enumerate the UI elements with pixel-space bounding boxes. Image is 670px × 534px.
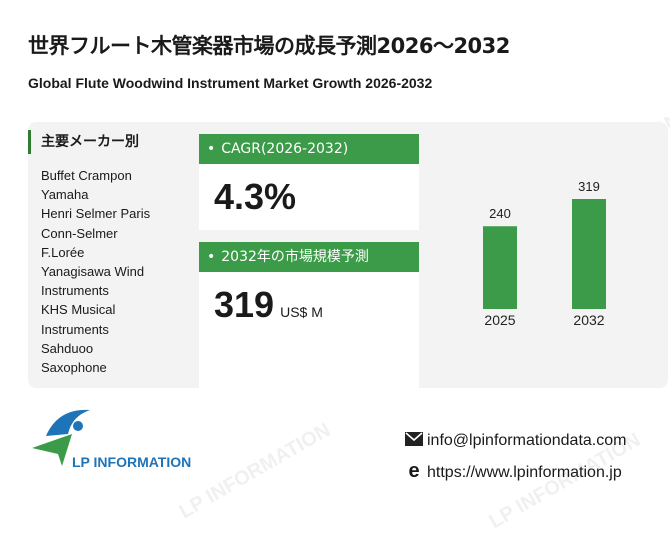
bullet-icon: •: [207, 249, 216, 265]
cagr-header: • CAGR(2026-2032): [199, 134, 419, 164]
cagr-card: [199, 164, 419, 230]
lp-information-logo: LP INFORMATION: [28, 404, 203, 478]
company-item: KHS Musical: [41, 302, 116, 318]
mail-icon: [405, 432, 423, 450]
company-item: Instruments: [41, 283, 109, 299]
bar-2025: [483, 226, 517, 309]
company-item: Saxophone: [41, 360, 107, 376]
email-text[interactable]: info@lpinformationdata.com: [427, 432, 627, 449]
website-text[interactable]: https://www.lpinformation.jp: [427, 464, 622, 481]
company-item: Yanagisawa Wind: [41, 264, 145, 280]
page-title: 世界フルート木管楽器市場の成長予測2026～2032: [28, 34, 510, 58]
company-item: Buffet Crampon: [41, 168, 132, 183]
company-item: Yamaha: [41, 187, 89, 203]
cagr-label: CAGR(2026-2032): [221, 141, 349, 157]
data-label: 240: [489, 206, 511, 221]
company-item: Conn-Selmer: [41, 225, 118, 241]
company-item: Instruments: [41, 321, 109, 337]
category-label: 2025: [484, 312, 515, 328]
logo-text: LP INFORMATION: [72, 454, 191, 470]
bar-chart: 240 2025 319 2032: [483, 179, 606, 328]
bullet-icon: •: [207, 141, 216, 157]
market-size-unit: US$ M: [280, 304, 323, 320]
market-size-value: 319 US$ M: [214, 284, 323, 326]
page-subtitle: Global Flute Woodwind Instrument Market …: [28, 75, 433, 91]
data-label: 319: [578, 179, 600, 194]
company-item: Henri Selmer Paris: [41, 206, 151, 222]
cagr-value: 4.3%: [214, 176, 297, 217]
contact-website[interactable]: e https://www.lpinformation.jp: [405, 460, 622, 483]
contact-email[interactable]: info@lpinformationdata.com: [405, 432, 626, 450]
market-size-header: • 2032年の市場規模予測: [199, 242, 419, 272]
companies-heading: 主要メーカー別: [28, 130, 139, 154]
browser-icon: e: [408, 460, 420, 482]
market-size-label: 2032年の市場規模予測: [221, 249, 369, 265]
company-item: F.Lorée: [41, 244, 85, 260]
company-list: Buffet Crampon Yamaha Henri Selmer Paris…: [41, 166, 191, 377]
company-item: Sahduoo: [41, 340, 94, 356]
logo-mark-icon: LP INFORMATION: [32, 409, 191, 470]
market-size-number: 319: [214, 284, 275, 325]
bar-2032: [572, 199, 606, 309]
category-label: 2032: [573, 312, 604, 328]
market-size-card: [199, 272, 419, 388]
